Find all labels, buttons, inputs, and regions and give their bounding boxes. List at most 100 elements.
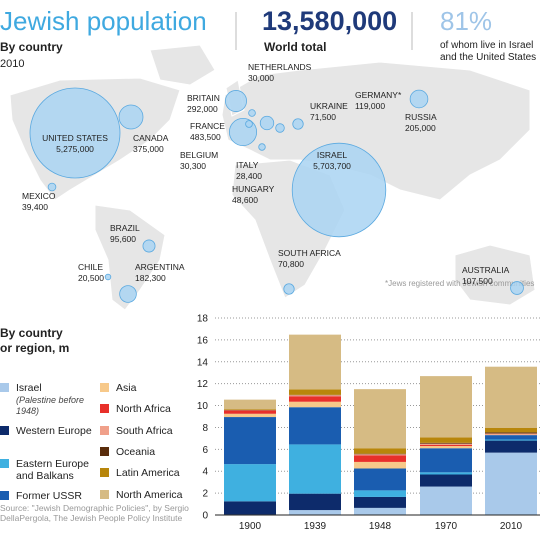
legend-label: Eastern Europe and Balkans [16,458,89,482]
country-label: NETHERLANDS [248,62,312,72]
bar-segment [485,452,537,515]
country-label: BRAZIL [110,223,140,233]
bar-segment [420,442,472,444]
bubble [409,89,429,109]
legend-label: Asia [116,382,137,394]
value-label: 28,400 [236,171,262,181]
legend-swatch sw [100,383,109,392]
share-label: of whom live in Israel and the United St… [440,40,537,63]
value-label: 30,300 [180,161,206,171]
bar-segment [289,389,341,395]
bar-segment [289,510,341,515]
bar-segment [420,486,472,515]
value-label: 375,000 [133,144,164,154]
bar-segment [485,432,537,434]
y-tick-label: 16 [197,335,209,346]
bubble [47,182,57,192]
bar-segment [224,399,276,410]
value-label: 292,000 [187,104,218,114]
bubble [275,123,285,133]
bubble [291,142,387,238]
bubble [119,285,137,303]
value-label: 119,000 [355,101,385,111]
bubble [104,273,112,281]
bar-segment [354,496,406,508]
footnote: *Jews registered with Jewish communities [385,279,534,288]
country-label: AUSTRALIA [462,265,510,275]
country-label: BRITAIN [187,93,220,103]
bubble [228,117,258,147]
bubble [292,118,304,130]
y-tick-label: 6 [202,445,208,456]
bar-segment [485,427,537,433]
legend-label: North Africa [116,403,171,415]
bar-segment [485,433,537,435]
bar-segment [224,410,276,414]
value-label: 182,300 [135,273,166,283]
legend-label: Oceania [116,446,156,458]
total-label: World total [264,40,327,54]
country-label: ISRAEL [317,150,348,160]
bubble [29,87,121,179]
legend-label: Western Europe [16,425,92,437]
x-tick-label: 1970 [435,521,458,532]
bubble [510,281,524,295]
x-tick-label: 2010 [500,521,523,532]
legend-swatch sw [0,426,9,435]
legend-swatch sw [100,426,109,435]
y-tick-label: 10 [197,401,209,412]
bar-segment [224,417,276,465]
bar-segment [289,401,341,408]
bar-segment [354,507,406,515]
value-label: 5,275,000 [56,144,94,154]
bar-segment [420,446,472,449]
y-tick-label: 2 [202,489,208,500]
country-label: ITALY [236,160,259,170]
bubble [245,120,253,128]
bar-segment [420,437,472,443]
value-label: 30,000 [248,73,274,83]
bar-segment [354,461,406,469]
x-tick-label: 1900 [239,521,262,532]
y-tick-label: 12 [197,379,209,390]
bar-segment [485,439,537,441]
bar-segment [224,413,276,418]
bar-segment [224,409,276,411]
value-label: 39,400 [22,202,48,212]
country-label: UNITED STATES [42,133,108,143]
bubble [225,90,247,112]
bar-segment [485,366,537,428]
bubble [259,115,275,131]
legend-label: Former USSR [16,490,82,502]
country-label: RUSSIA [405,112,437,122]
y-tick-label: 4 [202,467,208,478]
bar-segment [354,455,406,462]
bar-segment [420,448,472,473]
country-label: UKRAINE [310,101,348,111]
bar-segment [354,490,406,497]
country-label: SOUTH AFRICA [278,248,341,258]
bar-segment [354,454,406,456]
y-tick-label: 18 [197,314,209,325]
chart-title: or region, m [0,341,69,355]
legend-swatch sw [0,491,9,500]
bar-segment [420,474,472,487]
legend-swatch sw [100,468,109,477]
bar-segment [485,440,537,453]
country-label: GERMANY* [355,90,402,100]
bar-segment [224,464,276,502]
country-label: ARGENTINA [135,262,185,272]
legend-label: South Africa [116,425,173,437]
bar-segment [224,501,276,515]
legend-note: (Palestine before 1948) [16,395,85,416]
legend-label: Latin America [116,467,180,479]
country-label: CANADA [133,133,169,143]
title: Jewish population [0,6,207,36]
bar-segment [289,493,341,511]
bar-segment [485,434,537,436]
value-label: 205,000 [405,123,436,133]
y-tick-label: 8 [202,423,208,434]
value-label: 70,800 [278,259,304,269]
value-label: 483,500 [190,132,221,142]
country-label: HUNGARY [232,184,275,194]
